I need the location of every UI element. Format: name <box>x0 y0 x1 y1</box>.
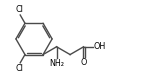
Text: OH: OH <box>93 42 106 51</box>
Text: Cl: Cl <box>16 5 24 14</box>
Text: Cl: Cl <box>16 64 24 73</box>
Text: NH₂: NH₂ <box>49 59 64 68</box>
Text: O: O <box>80 58 87 67</box>
